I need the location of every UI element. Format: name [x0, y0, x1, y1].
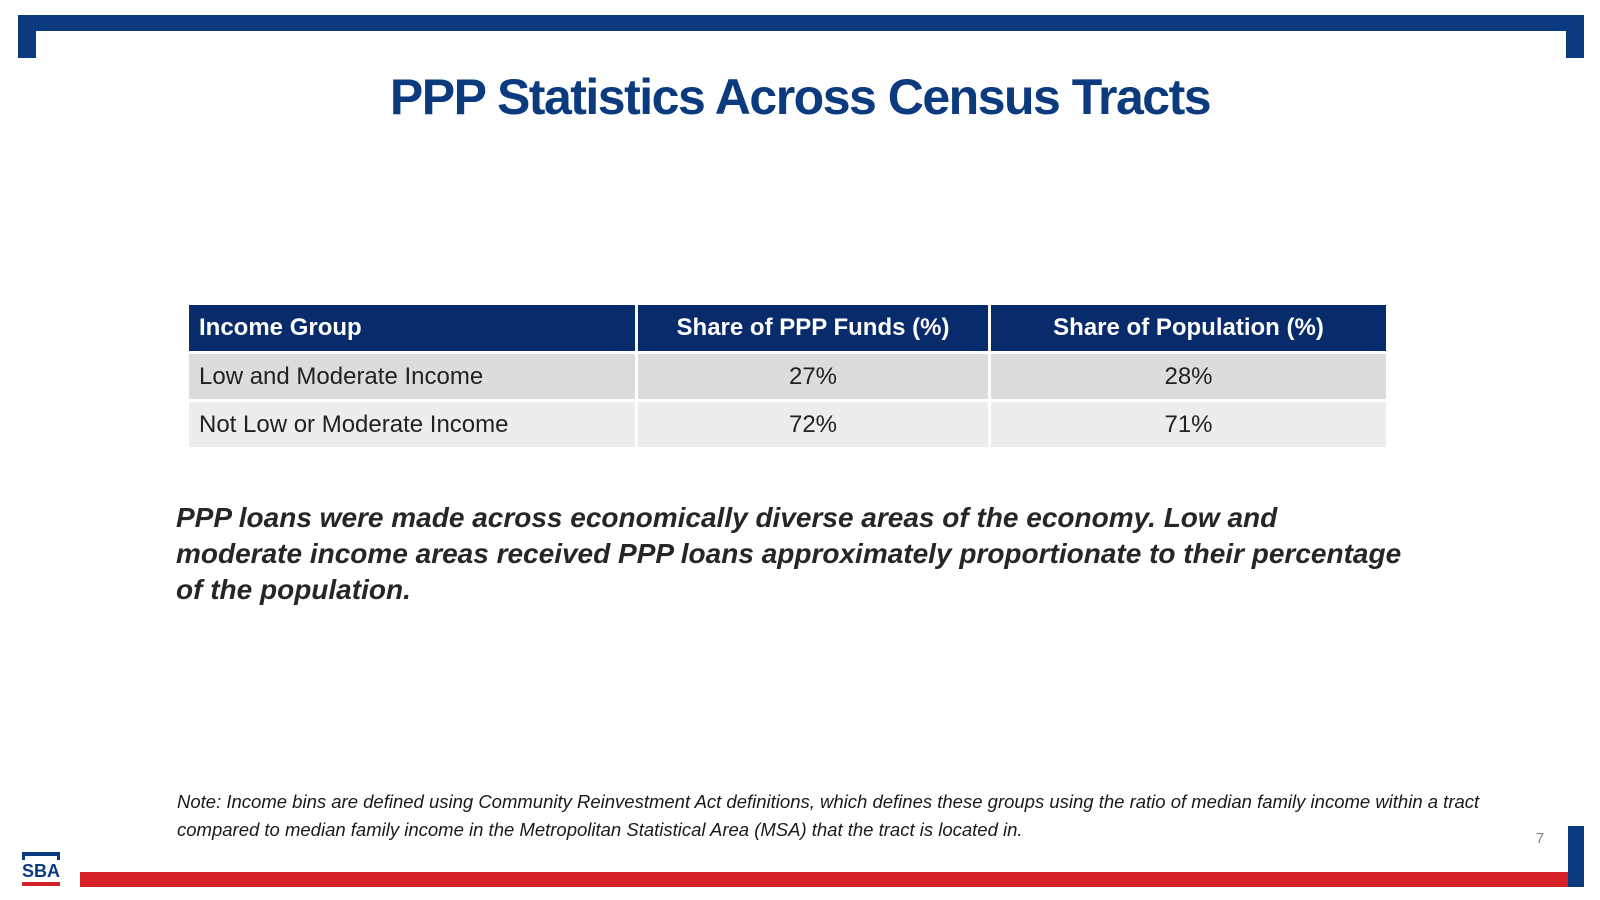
cell-share-population: 28%: [991, 354, 1386, 399]
sba-logo-text: SBA: [22, 861, 60, 881]
table-header-row: Income Group Share of PPP Funds (%) Shar…: [189, 305, 1386, 351]
income-group-table: Income Group Share of PPP Funds (%) Shar…: [186, 302, 1389, 450]
top-frame-left-bracket: [18, 15, 36, 58]
bottom-red-bar: [80, 872, 1570, 887]
cell-income-group: Not Low or Moderate Income: [189, 402, 635, 447]
top-frame-right-bracket: [1566, 15, 1584, 58]
header-income-group: Income Group: [189, 305, 635, 351]
top-frame-bar: [18, 15, 1584, 31]
footnote: Note: Income bins are defined using Comm…: [177, 791, 1480, 840]
summary-statement: PPP loans were made across economically …: [176, 502, 1402, 605]
table-row: Low and Moderate Income 27% 28%: [189, 354, 1386, 399]
bottom-right-bracket: [1568, 826, 1584, 887]
header-share-population: Share of Population (%): [991, 305, 1386, 351]
cell-share-ppp-funds: 72%: [638, 402, 988, 447]
slide-title: PPP Statistics Across Census Tracts: [389, 69, 1212, 125]
table-row: Not Low or Moderate Income 72% 71%: [189, 402, 1386, 447]
cell-income-group: Low and Moderate Income: [189, 354, 635, 399]
cell-share-ppp-funds: 27%: [638, 354, 988, 399]
header-share-ppp-funds: Share of PPP Funds (%): [638, 305, 988, 351]
sba-logo-icon: SBA: [22, 852, 60, 886]
cell-share-population: 71%: [991, 402, 1386, 447]
page-number: 7: [1535, 830, 1545, 847]
